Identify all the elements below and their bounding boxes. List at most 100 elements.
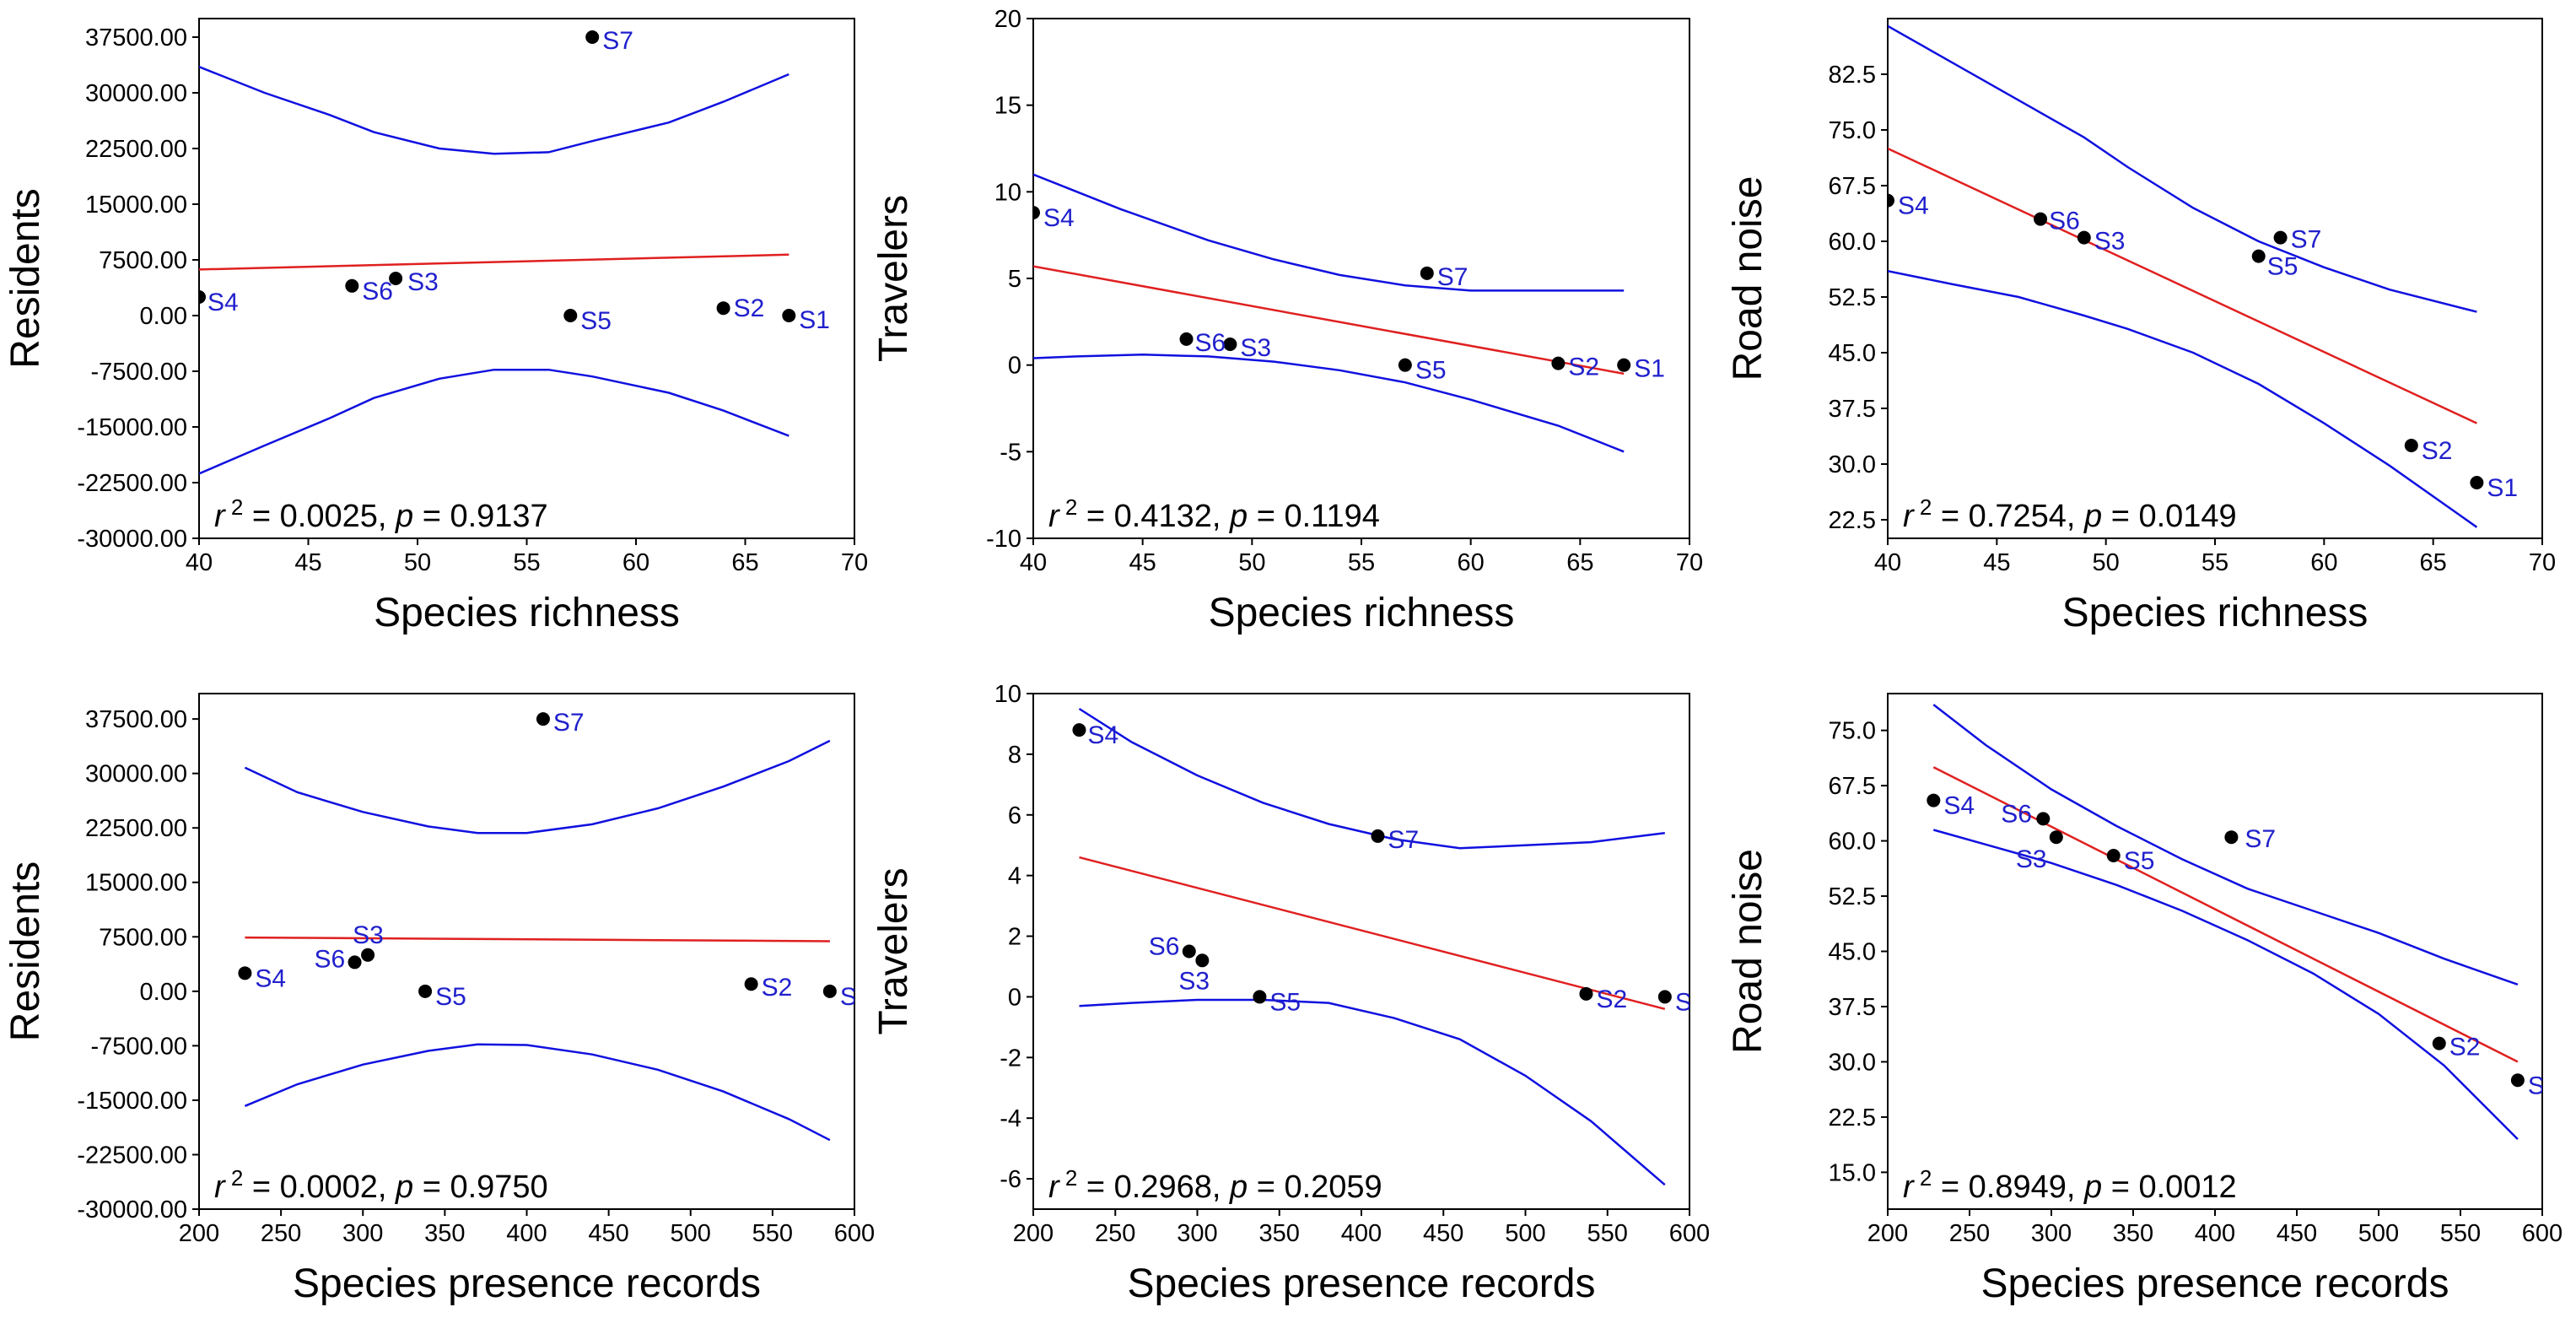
y-tick-label: -7500.00 — [91, 1033, 188, 1060]
data-point-s3 — [361, 948, 375, 962]
y-tick-label: 75.0 — [1829, 718, 1876, 745]
x-tick-label: 500 — [2358, 1220, 2399, 1247]
point-label-s5: S5 — [435, 983, 466, 1011]
y-tick-label: 67.5 — [1829, 773, 1876, 800]
data-point-s4 — [1888, 193, 1894, 208]
y-tick-label: 0 — [1008, 984, 1021, 1011]
point-label-s7: S7 — [553, 709, 585, 737]
point-label-s3: S3 — [2016, 845, 2047, 873]
y-tick-label: 15000.00 — [85, 192, 187, 219]
x-tick-label: 350 — [2113, 1220, 2153, 1247]
x-tick-label: 45 — [294, 549, 321, 576]
point-label-s3: S3 — [353, 921, 384, 949]
y-tick-label: 30.0 — [1829, 451, 1876, 478]
y-tick-label: -4 — [1000, 1105, 1021, 1132]
plot-content: S1 S2 S3 S4 S5 S6 S7 — [1888, 24, 2518, 528]
x-tick-label: 450 — [1423, 1220, 1463, 1247]
y-tick-label: -2 — [1000, 1045, 1021, 1072]
ci-lower-line — [199, 368, 790, 475]
data-point-s1 — [782, 309, 796, 322]
plot-frame — [1032, 693, 1690, 1210]
y-tick-label: -7500.00 — [91, 359, 188, 386]
x-tick-label: 450 — [588, 1220, 628, 1247]
data-point-s7 — [2273, 230, 2288, 245]
data-point-s3 — [2049, 830, 2063, 845]
x-tick-label: 600 — [1669, 1220, 1710, 1247]
point-label-s2: S2 — [1596, 986, 1627, 1013]
ci-lower-line — [1888, 269, 2478, 528]
point-label-s6: S6 — [2049, 208, 2080, 235]
y-axis-label: Residents — [3, 861, 48, 1041]
ci-upper-line — [1888, 24, 2477, 313]
x-tick-label: 60 — [1458, 549, 1485, 576]
y-tick-label: -30000.00 — [77, 526, 187, 553]
point-label-s5: S5 — [580, 307, 612, 335]
y-tick-label: 52.5 — [1829, 883, 1876, 910]
point-label-s4: S4 — [255, 964, 286, 992]
point-label-s7: S7 — [2291, 226, 2322, 254]
data-point-s6 — [345, 278, 359, 293]
x-tick-label: 40 — [1020, 549, 1047, 576]
x-tick-label: 600 — [834, 1220, 875, 1247]
y-tick-label: -15000.00 — [77, 414, 187, 441]
y-tick-label: 15 — [994, 93, 1021, 120]
x-axis-label: Species richness — [1209, 591, 1515, 635]
y-tick-label: 15.0 — [1829, 1159, 1876, 1186]
point-label-s4: S4 — [1087, 721, 1118, 749]
panel-2: 40 45 50 55 60 65 70 -10 -5 0 5 10 15 20 Species richn… — [871, 6, 1703, 635]
point-label-s7: S7 — [1388, 826, 1419, 854]
panel-1: 40 45 50 55 60 65 70 -30000.00 -22500.00 -15000.0… — [3, 18, 868, 635]
x-tick-label: 450 — [2277, 1220, 2317, 1247]
y-tick-label: 10 — [994, 681, 1021, 708]
data-point-s6 — [2036, 812, 2051, 826]
data-point-s2 — [716, 301, 730, 316]
point-label-s1: S1 — [2487, 474, 2518, 502]
y-tick-label: 30.0 — [1829, 1049, 1876, 1076]
data-point-s3 — [2077, 230, 2091, 245]
ci-upper-line — [244, 739, 831, 834]
regression-line — [1932, 766, 2519, 1063]
x-tick-label: 65 — [2420, 549, 2447, 576]
point-label-s4: S4 — [1898, 192, 1929, 220]
y-tick-label: -10 — [986, 526, 1021, 553]
y-tick-label: 8 — [1008, 742, 1021, 769]
stat-annotation: r 2 = 0.4132, p = 0.1194 — [1048, 494, 1380, 534]
point-label-s2: S2 — [2422, 437, 2453, 465]
y-tick-label: 22500.00 — [85, 815, 187, 842]
point-label-s6: S6 — [315, 945, 346, 973]
y-tick-label: 60.0 — [1829, 229, 1876, 256]
data-point-s2 — [1551, 356, 1566, 370]
stat-annotation: r 2 = 0.7254, p = 0.0149 — [1903, 494, 2237, 534]
ci-upper-line — [1033, 173, 1625, 292]
x-tick-label: 350 — [424, 1220, 465, 1247]
point-label-s6: S6 — [1149, 933, 1180, 961]
point-label-s6: S6 — [2001, 800, 2032, 828]
data-point-s2 — [2432, 1036, 2446, 1050]
x-tick-label: 250 — [1949, 1220, 1990, 1247]
stat-annotation: r 2 = 0.0002, p = 0.9750 — [214, 1165, 548, 1205]
point-label-s2: S2 — [2449, 1034, 2481, 1061]
x-tick-label: 70 — [841, 549, 868, 576]
plot-frame — [198, 693, 855, 1210]
x-axis-label: Species richness — [2062, 591, 2369, 635]
data-point-s1 — [1617, 358, 1631, 372]
y-tick-label: 20 — [994, 6, 1021, 33]
x-axis-label: Species presence records — [293, 1261, 761, 1306]
plot-frame — [198, 18, 855, 539]
data-point-s4 — [1033, 205, 1040, 219]
x-tick-label: 400 — [1341, 1220, 1382, 1247]
ci-lower-line — [1079, 998, 1666, 1186]
point-label-s4: S4 — [1043, 204, 1075, 232]
data-point-s7 — [1420, 266, 1434, 280]
point-label-s1: S1 — [799, 306, 830, 334]
data-point-s1 — [2470, 476, 2484, 489]
y-tick-label: -5 — [1000, 439, 1021, 466]
point-label-s1: S1 — [1634, 355, 1665, 383]
y-tick-label: -22500.00 — [77, 1142, 187, 1169]
panel-5: 200 250 300 350 400 450 500 550 600 -6 -4 -2 0 2 4 6 8 10… — [871, 681, 1710, 1306]
data-point-s5 — [1398, 358, 1412, 372]
regression-line — [1079, 856, 1666, 1011]
data-point-s6 — [1179, 332, 1194, 346]
point-label-s3: S3 — [2094, 228, 2126, 256]
point-label-s6: S6 — [362, 278, 393, 305]
